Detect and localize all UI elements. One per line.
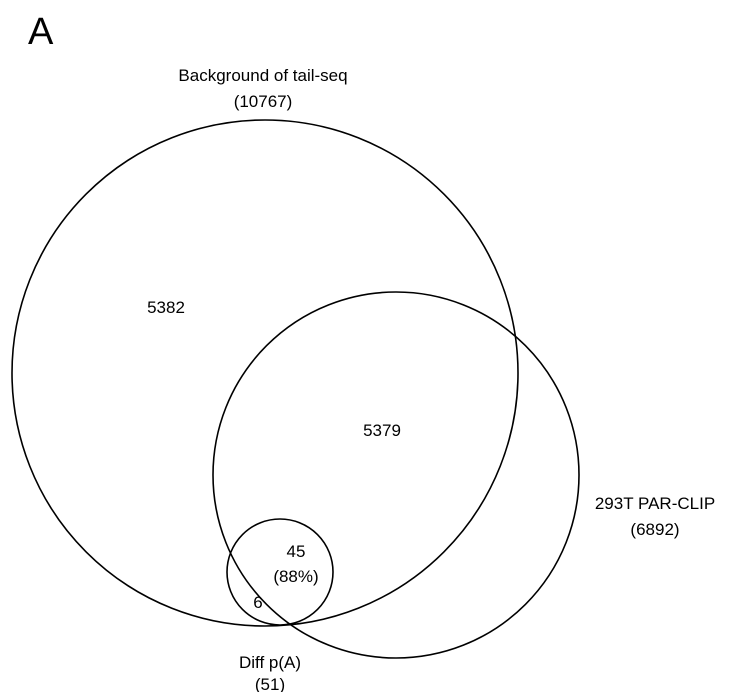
region-background-only: 5382 bbox=[147, 298, 185, 317]
region-diff-in-parclip: 45 bbox=[287, 542, 306, 561]
background-set-name: Background of tail-seq bbox=[178, 66, 347, 85]
background-set-circle bbox=[11, 119, 519, 627]
region-diff-background-only: 6 bbox=[253, 593, 262, 612]
background-set-count: (10767) bbox=[234, 92, 293, 111]
parclip-set-count: (6892) bbox=[630, 520, 679, 539]
diff-set-circle bbox=[226, 518, 334, 626]
diff-set-count: (51) bbox=[255, 675, 285, 692]
panel-label: A bbox=[28, 11, 54, 53]
parclip-set-name: 293T PAR-CLIP bbox=[595, 494, 715, 513]
parclip-set-circle bbox=[212, 291, 580, 659]
region-diff-in-parclip-percent: (88%) bbox=[273, 567, 318, 586]
region-background-and-parclip: 5379 bbox=[363, 421, 401, 440]
diff-set-name: Diff p(A) bbox=[239, 653, 301, 672]
